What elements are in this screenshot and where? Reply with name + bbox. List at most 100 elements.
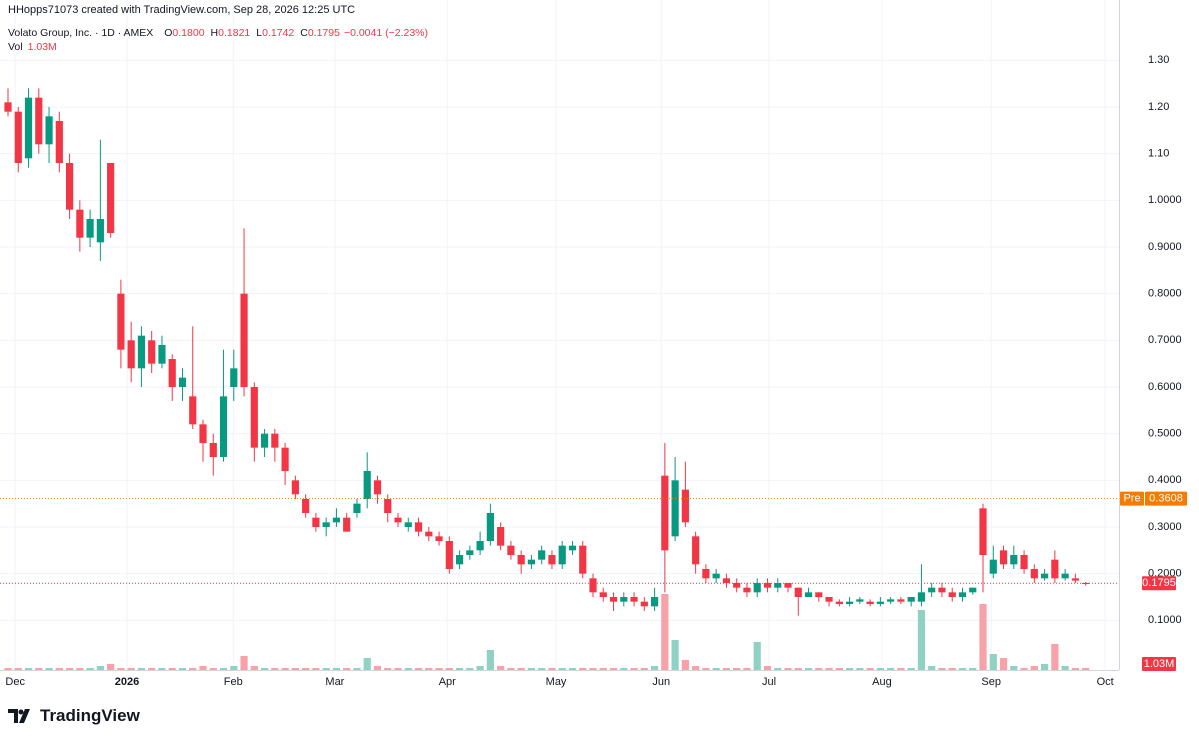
volume-bar — [1040, 664, 1049, 670]
volume-bar — [589, 668, 597, 670]
volume-bar — [209, 668, 217, 670]
candle-body — [538, 550, 546, 560]
x-tick-label: May — [546, 676, 567, 688]
volume-bar — [1071, 668, 1079, 670]
volume-bar — [1010, 666, 1018, 670]
volume-bar — [999, 658, 1008, 670]
volume-bar — [55, 668, 63, 670]
volume-bar — [250, 666, 258, 670]
legend-value: 0.1800 — [172, 27, 205, 39]
volume-bar — [4, 668, 12, 670]
candle-body — [486, 513, 494, 541]
candle-body — [897, 599, 905, 602]
candle-body — [938, 587, 946, 593]
symbol: Volato Group, Inc. · 1D · AMEX — [8, 27, 154, 39]
x-tick-label: Jul — [762, 676, 776, 688]
volume-bar — [414, 668, 423, 670]
volume-bar — [281, 668, 289, 670]
candle-body — [96, 219, 104, 243]
y-tick-label: 0.9000 — [1148, 241, 1182, 253]
volume-bar — [692, 666, 700, 670]
candle-body — [291, 480, 299, 495]
price-line-name: Pre — [1123, 493, 1140, 505]
volume-bar — [753, 642, 761, 670]
x-tick-label: Jun — [652, 676, 670, 688]
candle-body — [302, 499, 310, 513]
candle-body — [928, 587, 936, 593]
candle-body — [455, 555, 464, 565]
volume-bar — [1061, 666, 1069, 670]
y-tick-label: 0.1000 — [1148, 614, 1182, 626]
y-tick-label: 0.8000 — [1148, 288, 1182, 300]
candle-body — [825, 597, 833, 602]
candle-body — [497, 527, 505, 546]
candle-body — [240, 293, 248, 387]
y-tick-label: 1.0000 — [1148, 194, 1182, 206]
volume-bar — [353, 668, 361, 670]
volume-bar — [96, 666, 104, 670]
volume-bar — [661, 594, 669, 670]
candle-body — [794, 587, 802, 597]
candle-body — [661, 475, 669, 551]
candle-body — [343, 517, 351, 532]
candle-body — [435, 536, 443, 541]
candle-body — [107, 163, 115, 233]
legend-key: L — [256, 27, 263, 39]
candle-body — [148, 340, 156, 364]
price-label-box — [1142, 576, 1176, 591]
candle-body — [589, 578, 597, 593]
volume-bar — [476, 666, 484, 670]
volume-bar — [260, 668, 269, 670]
volume-label-box — [1142, 657, 1176, 671]
candle-body — [650, 597, 659, 607]
volume-bar — [312, 668, 320, 670]
candle-body — [168, 359, 176, 387]
candle-body — [743, 587, 751, 593]
candle-body — [548, 555, 556, 565]
candle-body — [445, 541, 453, 569]
volume-bar — [620, 668, 628, 670]
candle-body — [117, 293, 125, 350]
y-tick-label: 1.10 — [1148, 148, 1169, 160]
volume-bar — [384, 668, 392, 670]
volume-bar — [599, 668, 607, 670]
volume-bar — [743, 668, 751, 670]
candle-body — [527, 559, 536, 565]
candle-body — [1061, 573, 1069, 579]
volume-bar — [178, 668, 187, 670]
candle-body — [722, 578, 731, 583]
volume-bar — [887, 668, 895, 670]
volume-label: 1.03M — [1144, 658, 1175, 670]
candle-body — [158, 345, 166, 364]
candle-body — [189, 396, 197, 425]
candle-body — [271, 433, 279, 448]
volume-bar — [681, 660, 689, 670]
candle-body — [640, 601, 648, 607]
volume-bar — [558, 668, 566, 670]
candle-body — [733, 583, 741, 588]
volume-bar — [445, 668, 453, 670]
candle-body — [1030, 569, 1038, 579]
candle-body — [178, 377, 187, 387]
candle-body — [989, 559, 997, 574]
volume-bar — [466, 668, 474, 670]
volume-bar — [107, 664, 115, 670]
candle-body — [230, 368, 238, 387]
candle-body — [219, 396, 228, 457]
candle-body — [281, 447, 289, 471]
candle-body — [620, 597, 628, 602]
volume-bar — [394, 668, 402, 670]
candle-body — [260, 433, 269, 448]
logo — [8, 709, 30, 723]
candle-body — [322, 522, 330, 527]
volume-bar — [302, 668, 310, 670]
volume-bar — [794, 668, 802, 670]
volume-bar — [291, 668, 299, 670]
volume-bar — [199, 666, 207, 670]
volume-bar — [897, 668, 905, 670]
legend: Volato Group, Inc. · 1D · AMEX O0.1800 H0… — [8, 27, 432, 39]
volume-bar — [219, 668, 228, 670]
candle-body — [692, 536, 700, 565]
candle-body — [86, 219, 94, 238]
candle-body — [835, 601, 843, 604]
